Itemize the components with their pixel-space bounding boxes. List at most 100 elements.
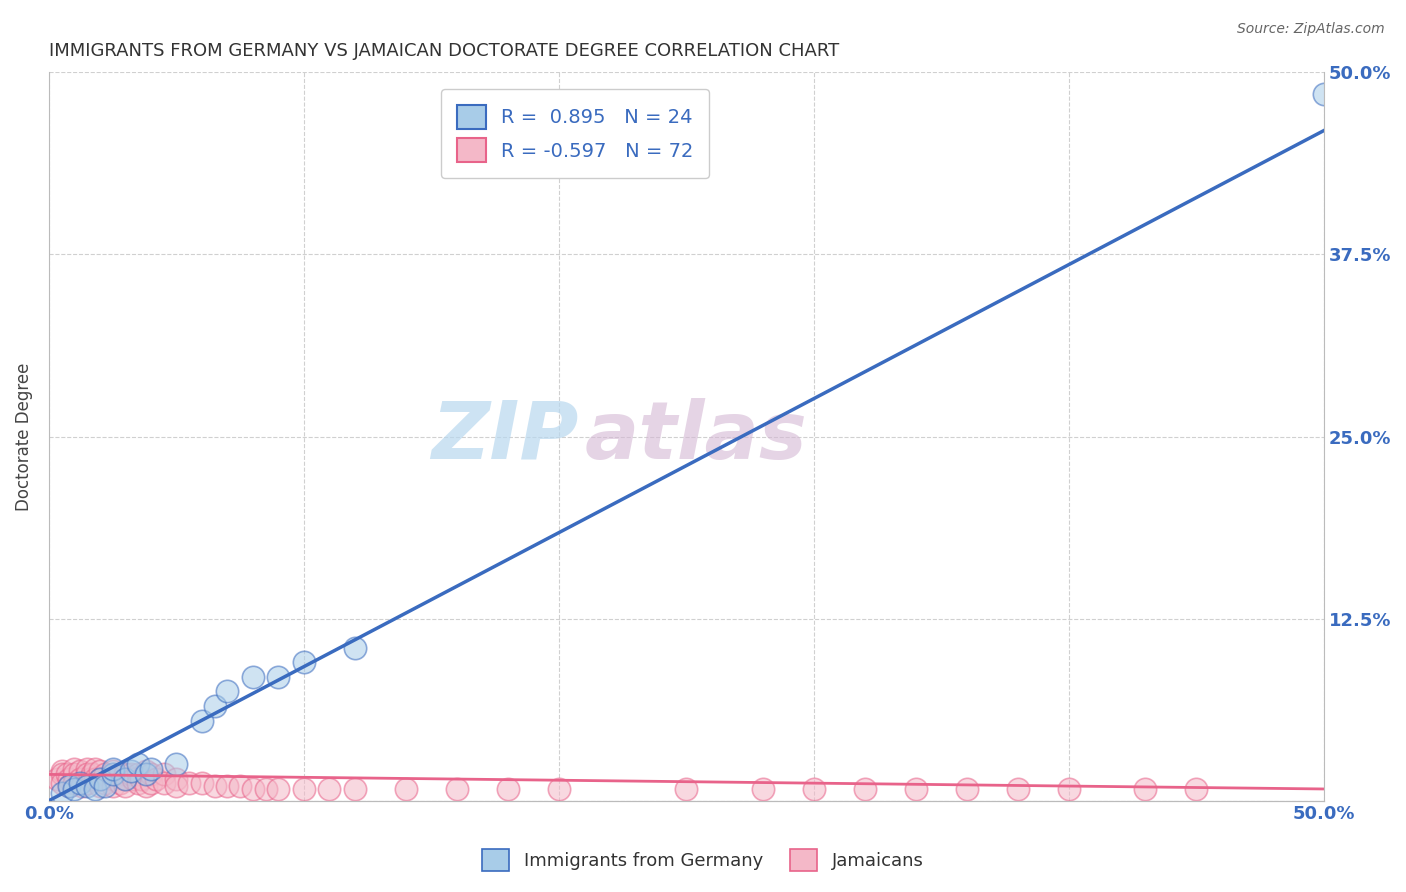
Point	[267, 781, 290, 796]
Point	[292, 781, 315, 796]
Point	[58, 772, 80, 786]
Point	[204, 779, 226, 793]
Text: ZIP: ZIP	[430, 398, 578, 475]
Point	[496, 781, 519, 796]
Point	[395, 781, 418, 796]
Point	[191, 776, 214, 790]
Point	[139, 776, 162, 790]
Point	[56, 767, 79, 781]
Point	[191, 714, 214, 728]
Point	[63, 776, 86, 790]
Point	[152, 767, 174, 781]
Point	[76, 767, 98, 781]
Point	[69, 776, 91, 790]
Point	[904, 781, 927, 796]
Point	[267, 670, 290, 684]
Point	[110, 776, 132, 790]
Point	[76, 779, 98, 793]
Point	[675, 781, 697, 796]
Point	[1057, 781, 1080, 796]
Point	[51, 786, 73, 800]
Point	[58, 779, 80, 793]
Point	[63, 762, 86, 776]
Point	[101, 779, 124, 793]
Point	[101, 772, 124, 786]
Point	[242, 781, 264, 796]
Point	[242, 670, 264, 684]
Point	[179, 776, 201, 790]
Point	[51, 764, 73, 779]
Point	[1185, 781, 1208, 796]
Point	[101, 767, 124, 781]
Point	[122, 772, 145, 786]
Point	[76, 776, 98, 790]
Point	[135, 764, 157, 779]
Point	[110, 767, 132, 781]
Text: IMMIGRANTS FROM GERMANY VS JAMAICAN DOCTORATE DEGREE CORRELATION CHART: IMMIGRANTS FROM GERMANY VS JAMAICAN DOCT…	[49, 42, 839, 60]
Point	[139, 762, 162, 776]
Point	[58, 779, 80, 793]
Point	[343, 640, 366, 655]
Point	[752, 781, 775, 796]
Point	[135, 767, 157, 781]
Point	[1007, 781, 1029, 796]
Point	[89, 772, 111, 786]
Point	[127, 767, 149, 781]
Point	[83, 772, 105, 786]
Point	[83, 762, 105, 776]
Point	[94, 776, 117, 790]
Point	[446, 781, 468, 796]
Point	[94, 779, 117, 793]
Point	[114, 779, 136, 793]
Point	[165, 772, 187, 786]
Point	[120, 764, 142, 779]
Point	[127, 776, 149, 790]
Point	[101, 764, 124, 779]
Legend: R =  0.895   N = 24, R = -0.597   N = 72: R = 0.895 N = 24, R = -0.597 N = 72	[441, 89, 709, 178]
Point	[547, 781, 569, 796]
Point	[114, 772, 136, 786]
Point	[229, 779, 252, 793]
Point	[70, 779, 93, 793]
Legend: Immigrants from Germany, Jamaicans: Immigrants from Germany, Jamaicans	[475, 842, 931, 879]
Point	[69, 764, 91, 779]
Point	[165, 757, 187, 772]
Point	[165, 779, 187, 793]
Point	[318, 781, 340, 796]
Point	[135, 779, 157, 793]
Point	[853, 781, 876, 796]
Point	[63, 781, 86, 796]
Point	[89, 772, 111, 786]
Point	[1133, 781, 1156, 796]
Point	[292, 655, 315, 669]
Point	[114, 767, 136, 781]
Point	[145, 772, 167, 786]
Point	[51, 776, 73, 790]
Point	[69, 772, 91, 786]
Point	[1312, 87, 1334, 102]
Point	[204, 698, 226, 713]
Point	[63, 767, 86, 781]
Point	[129, 772, 152, 786]
Point	[120, 767, 142, 781]
Y-axis label: Doctorate Degree: Doctorate Degree	[15, 362, 32, 511]
Point	[139, 767, 162, 781]
Point	[114, 772, 136, 786]
Point	[254, 781, 277, 796]
Point	[89, 764, 111, 779]
Text: Source: ZipAtlas.com: Source: ZipAtlas.com	[1237, 22, 1385, 37]
Point	[152, 776, 174, 790]
Point	[45, 772, 67, 786]
Point	[101, 762, 124, 776]
Point	[803, 781, 825, 796]
Point	[76, 762, 98, 776]
Point	[217, 684, 239, 698]
Point	[94, 767, 117, 781]
Text: atlas: atlas	[585, 398, 807, 475]
Point	[83, 781, 105, 796]
Point	[127, 757, 149, 772]
Point	[956, 781, 979, 796]
Point	[51, 767, 73, 781]
Point	[89, 779, 111, 793]
Point	[343, 781, 366, 796]
